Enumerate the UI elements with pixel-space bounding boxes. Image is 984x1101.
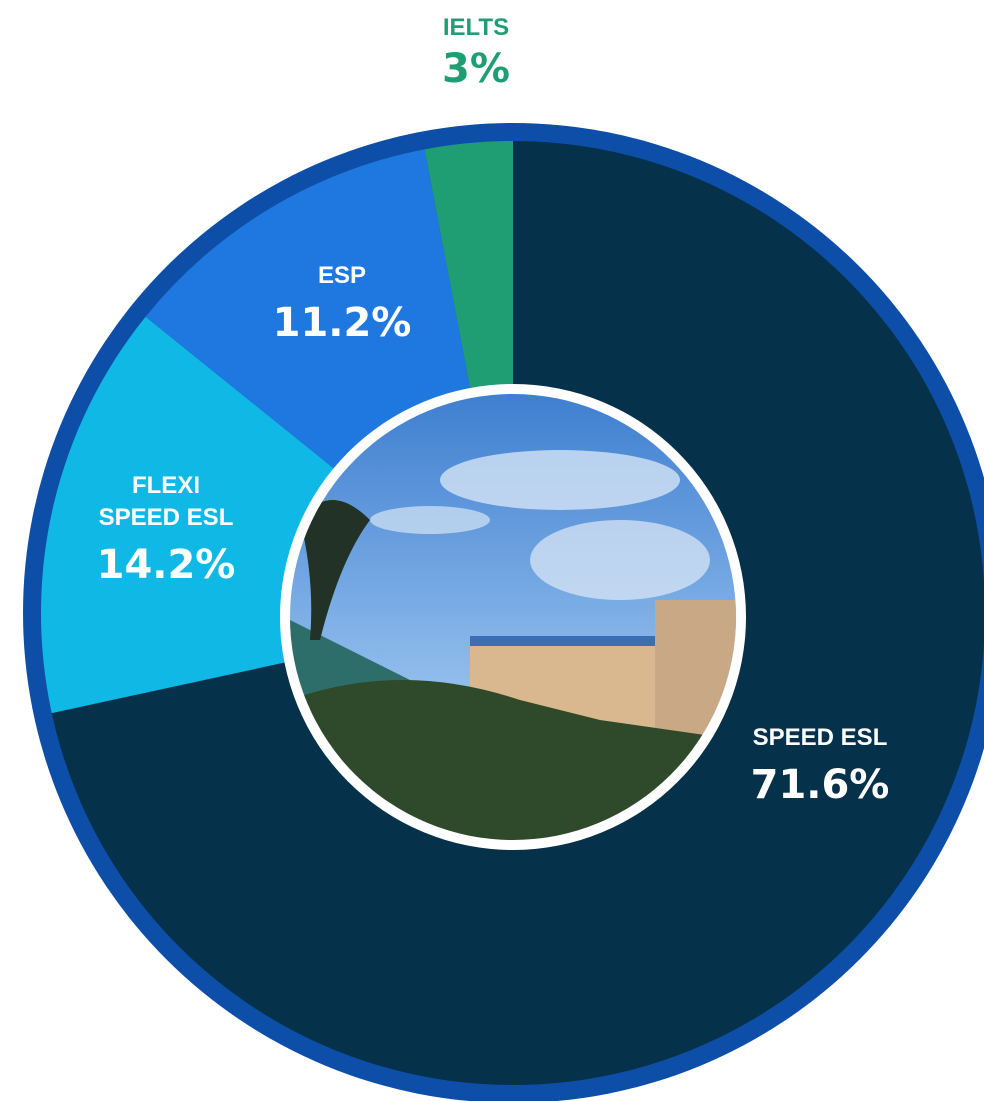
slice-label: FLEXI SPEED ESL 14.2% bbox=[94, 470, 239, 590]
category-label: IELTS bbox=[442, 14, 510, 41]
slice-label: ESP 11.2% bbox=[270, 260, 415, 348]
value-label: 11.2% bbox=[272, 300, 412, 346]
category-label: FLEXI SPEED ESL bbox=[98, 472, 234, 531]
value-label: 71.6% bbox=[750, 762, 890, 808]
category-label: SPEED ESL bbox=[752, 724, 888, 751]
value-label: 14.2% bbox=[96, 542, 236, 588]
slice-label: SPEED ESL 71.6% bbox=[748, 722, 893, 810]
category-label: ESP bbox=[317, 262, 367, 289]
value-label: 3% bbox=[442, 46, 510, 92]
slice-label: IELTS 3% bbox=[404, 12, 549, 94]
